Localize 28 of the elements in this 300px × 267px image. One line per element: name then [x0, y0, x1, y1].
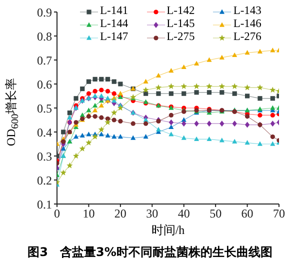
y-tick-label: 0.1 — [37, 197, 52, 212]
y-tick-label: 0.6 — [37, 77, 52, 92]
y-tick-label: 0.7 — [37, 53, 52, 68]
y-tick-label: 0.4 — [37, 125, 52, 140]
x-tick-label: 40 — [178, 206, 190, 221]
x-tick-label: 50 — [210, 206, 222, 221]
text: 图3 含盐量3%时不同耐盐菌株的生长曲线图 — [26, 244, 274, 261]
x-tick-label: 30 — [146, 206, 158, 221]
y-tick-label: 0.9 — [37, 5, 52, 20]
y-tick-label: 0.8 — [37, 29, 52, 44]
legend-label: L-143 — [233, 5, 262, 18]
x-tick-label: 70 — [273, 206, 285, 221]
legend-label: L-145 — [166, 18, 195, 31]
legend-label: L-276 — [233, 31, 262, 44]
x-tick-label: 20 — [114, 206, 126, 221]
legend-label: L-142 — [166, 5, 195, 18]
legend-label: L-141 — [100, 5, 128, 18]
x-tick-label: 60 — [241, 206, 254, 221]
y-tick-label: 0.3 — [37, 149, 52, 164]
y-tick-label: 0.5 — [37, 101, 52, 116]
legend-label: L-275 — [166, 31, 195, 44]
x-axis-title: 时间/h — [150, 222, 186, 238]
legend-label: L-147 — [100, 31, 128, 44]
x-tick-label: 0 — [54, 206, 60, 221]
y-tick-label: 0.2 — [37, 173, 52, 188]
legend-label: L-146 — [233, 18, 262, 31]
x-tick-label: 10 — [82, 206, 95, 221]
legend-label: L-144 — [100, 18, 128, 31]
